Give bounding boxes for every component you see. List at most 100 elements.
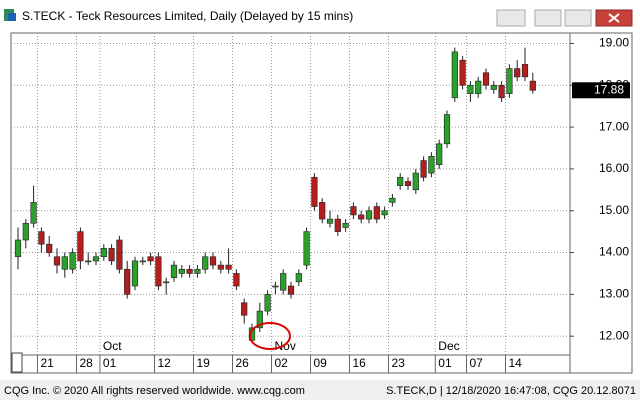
candle-body <box>451 51 458 99</box>
candle-body <box>225 264 232 270</box>
y-tick-label: 15.00 <box>599 203 629 217</box>
candle-body <box>303 231 310 266</box>
candle-body <box>53 256 61 266</box>
candle-body <box>139 260 146 263</box>
candle-body <box>397 176 404 186</box>
candle-body <box>514 68 521 78</box>
candle-body <box>30 202 37 224</box>
title-bar <box>0 0 640 32</box>
candle-body <box>209 256 217 266</box>
candle-body <box>14 239 22 258</box>
maximize-button[interactable] <box>564 9 592 27</box>
x-tick-label: 09 <box>314 356 328 370</box>
candle-body <box>350 206 357 216</box>
x-tick-label: 14 <box>509 356 523 370</box>
candle-body <box>412 172 419 191</box>
candle-body <box>319 202 326 220</box>
candle-body <box>272 285 279 288</box>
window-title: S.TECK - Teck Resources Limited, Daily (… <box>22 9 353 23</box>
candle-body <box>163 281 170 284</box>
candle-body <box>334 218 341 232</box>
candle-body <box>490 84 497 90</box>
candle-body <box>506 68 513 94</box>
month-label: Oct <box>103 339 122 353</box>
x-tick-label: 16 <box>353 356 367 370</box>
candle-body <box>404 181 412 186</box>
candle-body <box>85 260 92 263</box>
scroll-handle[interactable] <box>11 352 23 373</box>
candle-body <box>365 210 373 220</box>
candle-body <box>202 256 209 270</box>
candle-body <box>342 222 349 228</box>
y-tick-label: 16.00 <box>599 161 629 175</box>
candle-body <box>77 231 84 262</box>
candle-body <box>358 214 365 220</box>
y-tick-label: 19.00 <box>599 36 629 50</box>
candle-body <box>61 256 68 270</box>
x-tick-label: 02 <box>275 356 289 370</box>
candle-body <box>186 268 193 274</box>
x-tick-label: 01 <box>438 356 452 370</box>
candle-body <box>436 143 443 166</box>
candle-body <box>389 197 396 203</box>
candle-body <box>498 84 505 99</box>
candle-body <box>381 210 388 216</box>
highlight-circle <box>249 322 291 350</box>
candle-body <box>264 294 271 312</box>
candle-body <box>155 256 162 287</box>
candle-body <box>459 59 466 86</box>
candle-body <box>46 243 53 253</box>
y-tick-label: 12.00 <box>599 328 629 342</box>
candle-body <box>280 273 287 291</box>
x-axis-strip <box>10 354 571 374</box>
candle-body <box>482 72 490 86</box>
candle-body <box>178 268 185 274</box>
candle-body <box>475 80 482 94</box>
last-price-box <box>572 82 630 99</box>
candle-body <box>38 231 45 245</box>
y-tick-label: 17.00 <box>599 119 629 133</box>
month-label: Dec <box>438 339 459 353</box>
candle-body <box>311 176 318 207</box>
candle-body <box>428 156 435 174</box>
last-price-label: 17.88 <box>594 82 624 96</box>
candle-body <box>92 256 100 262</box>
candle-body <box>467 84 474 94</box>
candle-body <box>124 268 131 295</box>
footer-right: S.TECK,D | 12/18/2020 16:47:08, CQG 20.1… <box>386 385 636 397</box>
candle-body <box>170 264 178 278</box>
x-tick-label: 21 <box>41 356 55 370</box>
y-tick-label: 14.00 <box>599 245 629 259</box>
month-label: Nov <box>275 339 296 353</box>
candle-body <box>116 239 123 270</box>
candle-body <box>100 248 107 258</box>
candle-body <box>241 302 248 316</box>
candle-body <box>194 268 201 274</box>
x-tick-label: 01 <box>103 356 117 370</box>
candle-body <box>521 64 529 78</box>
candle-body <box>147 256 154 262</box>
footer-left: CQG Inc. © 2020 All rights reserved worl… <box>4 385 305 397</box>
x-tick-label: 19 <box>197 356 211 370</box>
minimize-button[interactable] <box>534 9 562 27</box>
x-tick-label: 23 <box>392 356 406 370</box>
candle-body <box>443 114 451 145</box>
y-tick-label: 13.00 <box>599 287 629 301</box>
x-tick-label: 12 <box>158 356 172 370</box>
link-button[interactable] <box>496 9 526 27</box>
candle-body <box>373 206 380 220</box>
x-tick-label: 26 <box>236 356 250 370</box>
close-icon <box>608 13 620 23</box>
candle-body <box>529 80 536 91</box>
candle-body <box>233 273 240 287</box>
candle-body <box>22 222 29 241</box>
x-tick-label: 28 <box>80 356 94 370</box>
candle-body <box>420 160 427 178</box>
candle-body <box>287 285 295 295</box>
status-bar <box>0 380 640 400</box>
app-icon-part <box>8 13 16 21</box>
candle-body <box>295 273 302 283</box>
candle-body <box>256 310 263 329</box>
x-tick-label: 07 <box>470 356 484 370</box>
